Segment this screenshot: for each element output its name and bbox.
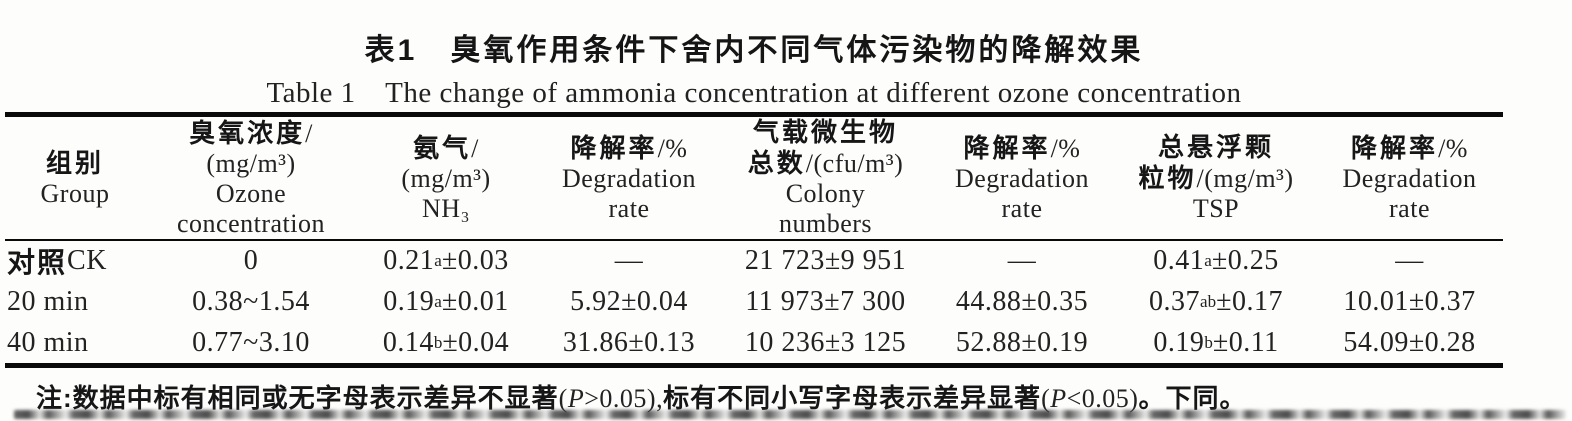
header-cell-group: 组别 Group (40, 147, 110, 208)
table-row: 20 min 0.38~1.54 0.19 a ±0.01 5.92±0.04 11 973… (5, 282, 1503, 323)
cutoff-next-line-text (14, 410, 1566, 419)
table-cell-colony-numbers: 11 973±7 300 (745, 286, 906, 317)
table-cell-nh3: 0.14 b ±0.04 (382, 326, 510, 358)
table-row: 40 min 0.77~3.10 0.14 b ±0.04 31.86±0.13 10 23… (5, 322, 1503, 363)
header-cell-degradation-rate-colony: 降解率/% Degradation rate (954, 132, 1089, 223)
header-cell-degradation-rate-nh3: 降解率/% Degradation rate (561, 132, 696, 223)
table-cell-group: 40 min (7, 326, 89, 358)
header-cell-nh3: 氨气/(mg/m³) NH₃ (401, 132, 491, 223)
table-cell-nh3: 0.21 a ±0.03 (383, 245, 509, 277)
table-cell-degradation-rate-nh3: 31.86±0.13 (562, 326, 696, 358)
table-header-row: 组别 Group 臭氧浓度/(mg/m³) Ozone concentration 氨气/… (5, 117, 1503, 241)
table-cell-degradation-rate-tsp: 10.01±0.37 (1343, 286, 1476, 317)
table-title-chinese: 表1 臭氧作用条件下舍内不同气体污染物的降解效果 (364, 34, 1144, 67)
table-cell-ozone-concentration: 0.77~3.10 (192, 326, 310, 358)
table-cell-degradation-rate-nh3: 5.92±0.04 (570, 286, 688, 317)
table-cell-degradation-rate-tsp: — (1395, 245, 1424, 277)
table-cell-degradation-rate-nh3: — (614, 245, 644, 277)
header-cell-degradation-rate-tsp: 降解率/% Degradation rate (1342, 132, 1477, 223)
table-cell-group: 对照 CK (7, 245, 107, 279)
table-row: 对照 CK 0 0.21 a ±0.03 — 21 723±9 951 — 0.41 a ±0.25… (5, 241, 1503, 282)
results-table: 组别 Group 臭氧浓度/(mg/m³) Ozone concentration 氨气/… (5, 112, 1503, 368)
table-cell-tsp: 0.41 a ±0.25 (1153, 245, 1279, 277)
table-cell-degradation-rate-colony: 44.88±0.35 (955, 286, 1089, 317)
table-cell-tsp: 0.19 b ±0.11 (1153, 326, 1279, 358)
table-body: 对照 CK 0 0.21 a ±0.03 — 21 723±9 951 — 0.41 a ±0.25… (5, 241, 1503, 363)
table-cell-ozone-concentration: 0 (243, 245, 259, 277)
header-cell-colony-numbers: 气载微生物 总数/(cfu/m³) Colony numbers (747, 117, 904, 238)
table-cell-degradation-rate-colony: 52.88±0.19 (955, 326, 1089, 358)
table-cell-colony-numbers: 10 236±3 125 (744, 326, 907, 358)
header-cell-tsp: 总悬浮颗 粒物/(mg/m³) TSP (1138, 132, 1294, 223)
table-footnote: 注:数据中标有相同或无字母表示差异不显著(P>0.05),标有不同小写字母表示差… (36, 383, 1247, 413)
table-title-english: Table 1 The change of ammonia concentrat… (266, 77, 1242, 109)
table-cell-degradation-rate-tsp: 54.09±0.28 (1343, 326, 1476, 358)
table-cell-tsp: 0.37 ab ±0.17 (1149, 286, 1283, 317)
header-cell-ozone-concentration: 臭氧浓度/(mg/m³) Ozone concentration (177, 117, 325, 238)
table-cell-colony-numbers: 21 723±9 951 (744, 245, 907, 277)
table-cell-nh3: 0.19 a ±0.01 (383, 286, 509, 317)
table-cell-group: 20 min (7, 286, 89, 317)
table-cell-degradation-rate-colony: — (1007, 245, 1037, 277)
table-cell-ozone-concentration: 0.38~1.54 (192, 286, 310, 317)
